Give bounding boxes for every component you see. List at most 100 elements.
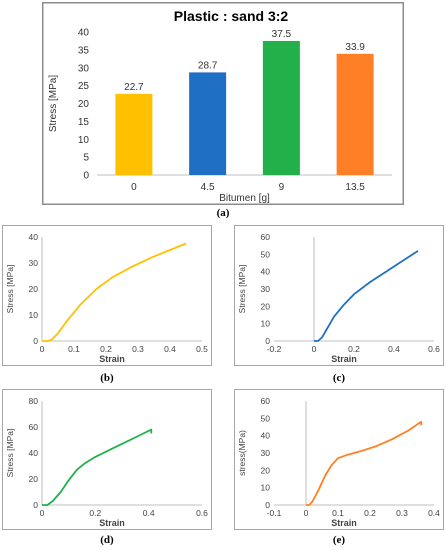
chart-b-xtick-label: 0.3 bbox=[132, 344, 144, 354]
chart-d-panel: 0 20 40 60 80 0 0.2 0.4 0.6 Strain Stress [MPa] bbox=[2, 389, 212, 530]
chart-b-ytick-label: 10 bbox=[29, 310, 39, 320]
chart-e-ytick-label: 60 bbox=[261, 396, 271, 406]
chart-e-frame bbox=[234, 389, 444, 530]
chart-b-xtick-label: 0.2 bbox=[100, 344, 112, 354]
caption-e: (e) bbox=[332, 534, 346, 546]
bar-4.5 bbox=[189, 72, 227, 175]
chart-b-ytick-label: 20 bbox=[29, 284, 39, 294]
chart-e-xtick-label: 0.2 bbox=[364, 508, 376, 518]
chart-c-series-line bbox=[314, 250, 419, 342]
chart-e-ytick-label: 0 bbox=[265, 500, 270, 510]
chart-e-ytick-label: 20 bbox=[261, 465, 271, 475]
caption-d: (d) bbox=[100, 534, 114, 546]
chart-a-ytick-label: 25 bbox=[78, 81, 90, 92]
chart-a-ytick-label: 5 bbox=[83, 153, 89, 164]
chart-d-ytick-label: 40 bbox=[29, 448, 39, 458]
chart-c-xtick-label: 0.4 bbox=[388, 344, 400, 354]
chart-e-ylabel: stress(MPa) bbox=[237, 430, 247, 476]
chart-d-xtick-label: 0.6 bbox=[196, 508, 208, 518]
bar-value-label: 22.7 bbox=[124, 82, 144, 93]
bar-13.5 bbox=[336, 53, 374, 176]
chart-b-series-line bbox=[42, 242, 187, 342]
chart-b-xtick-label: 0.1 bbox=[68, 344, 80, 354]
chart-a-ytick-label: 10 bbox=[78, 135, 90, 146]
chart-e-ytick-label: 50 bbox=[261, 413, 271, 423]
caption-a: (a) bbox=[216, 207, 230, 219]
chart-b-frame bbox=[2, 225, 212, 366]
chart-d-ytick-label: 60 bbox=[29, 422, 39, 432]
chart-d-xtick-label: 0.4 bbox=[143, 508, 155, 518]
chart-b-ytick-label: 0 bbox=[33, 336, 38, 346]
chart-c-ytick-label: 10 bbox=[261, 319, 271, 329]
chart-c-xtick-label: 0 bbox=[312, 344, 317, 354]
chart-d-xtick-label: 0.2 bbox=[89, 508, 101, 518]
chart-a-ytick-label: 15 bbox=[78, 117, 90, 128]
chart-e-ytick-label: 40 bbox=[261, 431, 271, 441]
chart-a-panel: Plastic : sand 3:2 0 5 10 15 20 25 30 35 40 22.7 0 2… bbox=[42, 2, 404, 205]
chart-c-ytick-label: 60 bbox=[261, 232, 271, 242]
chart-a-xtick-label: 13.5 bbox=[345, 182, 365, 193]
chart-a-ytick-label: 30 bbox=[78, 63, 90, 74]
chart-a-ytick-label: 20 bbox=[78, 99, 90, 110]
chart-e-xtick-label: 0.4 bbox=[428, 508, 440, 518]
chart-a-xtick-label: 4.5 bbox=[201, 182, 215, 193]
chart-e-xtick-label: 0.1 bbox=[332, 508, 344, 518]
chart-c-panel: 0 10 20 30 40 50 60 -0.2 0 0.2 0.4 0.6 Strain Stress … bbox=[234, 225, 444, 366]
chart-d-ytick-label: 0 bbox=[33, 500, 38, 510]
chart-d-frame bbox=[2, 389, 212, 530]
chart-b-ylabel: Stress [MPa] bbox=[5, 265, 15, 314]
chart-b-xtick-label: 0.4 bbox=[164, 344, 176, 354]
chart-d-series-line bbox=[42, 428, 153, 506]
chart-e-series-line bbox=[306, 420, 423, 506]
chart-a-ytick-label: 0 bbox=[83, 171, 89, 182]
bar-value-label: 37.5 bbox=[272, 29, 292, 40]
chart-a-ytick-label: 35 bbox=[78, 45, 90, 56]
chart-a-xtick-label: 9 bbox=[279, 182, 285, 193]
chart-d-xlabel: Strain bbox=[99, 518, 125, 528]
chart-b-xtick-label: 0 bbox=[40, 344, 45, 354]
chart-c-ytick-label: 20 bbox=[261, 301, 271, 311]
bar-9 bbox=[262, 40, 300, 175]
chart-e-ytick-label: 30 bbox=[261, 448, 271, 458]
chart-e-ytick-label: 10 bbox=[261, 483, 271, 493]
line-chart-b: 0 10 20 30 40 0 0.1 0.2 0.3 0.4 0.5 Strain Stress [M… bbox=[2, 225, 212, 366]
chart-d-ytick-label: 20 bbox=[29, 474, 39, 484]
chart-c-xtick-label: 0.2 bbox=[348, 344, 360, 354]
chart-c-frame bbox=[234, 225, 444, 366]
chart-c-xtick-label: -0.2 bbox=[267, 344, 282, 354]
chart-a-ytick-label: 40 bbox=[78, 28, 90, 39]
caption-b: (b) bbox=[100, 372, 114, 384]
chart-c-xtick-label: 0.6 bbox=[428, 344, 440, 354]
chart-b-panel: 0 10 20 30 40 0 0.1 0.2 0.3 0.4 0.5 Strain Stress [M… bbox=[2, 225, 212, 366]
line-chart-d: 0 20 40 60 80 0 0.2 0.4 0.6 Strain Stress [MPa] bbox=[2, 389, 212, 530]
chart-e-xlabel: Strain bbox=[331, 518, 357, 528]
chart-b-ytick-label: 30 bbox=[29, 258, 39, 268]
chart-c-ylabel: Stress [MPa] bbox=[237, 265, 247, 314]
chart-a-xlabel: Bitumen [g] bbox=[219, 193, 270, 204]
chart-c-ytick-label: 0 bbox=[265, 336, 270, 346]
chart-b-xlabel: Strain bbox=[99, 354, 125, 364]
chart-c-ytick-label: 50 bbox=[261, 249, 271, 259]
chart-c-ytick-label: 40 bbox=[261, 267, 271, 277]
chart-a-ylabel: Stress [MPa] bbox=[48, 75, 59, 132]
bar-value-label: 28.7 bbox=[198, 60, 218, 71]
chart-b-ytick-label: 40 bbox=[29, 232, 39, 242]
chart-e-xtick-label: -0.1 bbox=[267, 508, 282, 518]
caption-c: (c) bbox=[332, 372, 346, 384]
chart-c-xlabel: Strain bbox=[331, 354, 357, 364]
chart-d-xtick-label: 0 bbox=[40, 508, 45, 518]
chart-c-ytick-label: 30 bbox=[261, 284, 271, 294]
bar-0 bbox=[115, 93, 153, 175]
chart-a-title: Plastic : sand 3:2 bbox=[174, 8, 289, 24]
chart-e-panel: 0 10 20 30 40 50 60 -0.1 0 0.1 0.2 0.3 0.4 Strain stre… bbox=[234, 389, 444, 530]
chart-b-xtick-label: 0.5 bbox=[196, 344, 208, 354]
chart-d-ytick-label: 80 bbox=[29, 396, 39, 406]
chart-e-xtick-label: 0.3 bbox=[396, 508, 408, 518]
bar-value-label: 33.9 bbox=[345, 42, 365, 53]
bar-chart-a: Plastic : sand 3:2 0 5 10 15 20 25 30 35 40 22.7 0 2… bbox=[42, 2, 404, 205]
chart-e-xtick-label: 0 bbox=[304, 508, 309, 518]
chart-d-ylabel: Stress [MPa] bbox=[5, 429, 15, 478]
chart-a-xtick-label: 0 bbox=[131, 182, 137, 193]
